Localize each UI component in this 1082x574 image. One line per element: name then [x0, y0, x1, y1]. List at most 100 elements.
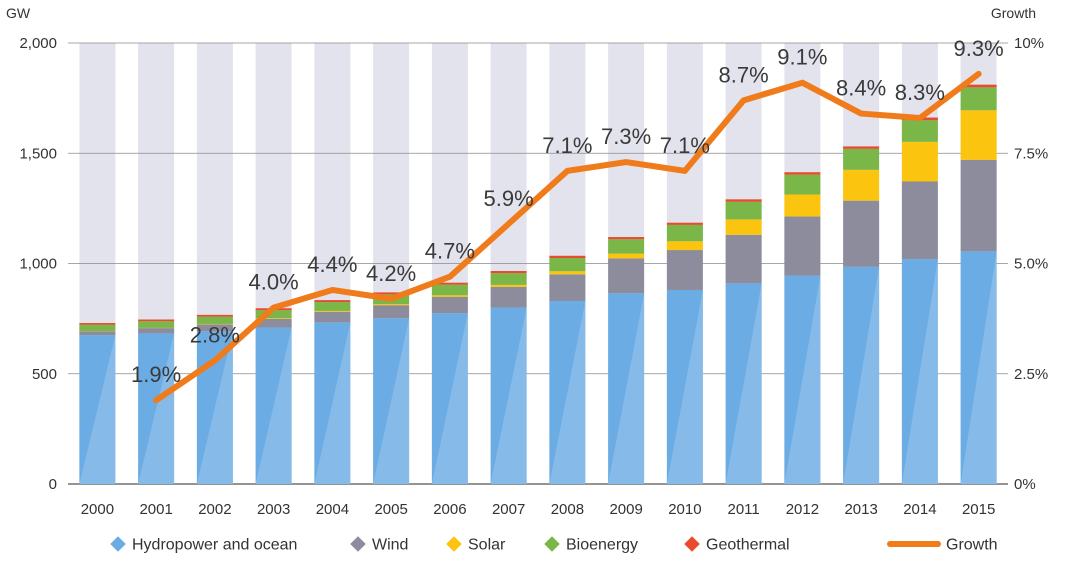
- bar-segment: [431, 313, 468, 484]
- growth-data-label: 8.4%: [836, 76, 886, 101]
- bar-segment: [784, 194, 821, 217]
- bar-segment: [960, 87, 997, 111]
- growth-point: [271, 305, 276, 310]
- bar-segment: [608, 239, 645, 254]
- left-tick-label: 1,500: [19, 145, 57, 162]
- legend-marker: [446, 536, 462, 552]
- growth-point: [859, 111, 864, 116]
- growth-data-label: 7.3%: [601, 124, 651, 149]
- bar-segment: [901, 120, 938, 142]
- bar-segment: [255, 310, 292, 319]
- left-tick-label: 500: [32, 366, 57, 383]
- legend-marker: [684, 536, 700, 552]
- bar-highlight: [960, 251, 997, 484]
- bar-segment: [431, 296, 468, 314]
- growth-data-label: 5.9%: [484, 186, 534, 211]
- bar-segment: [255, 318, 292, 328]
- bar-segment: [314, 302, 351, 311]
- bar-segment: [490, 307, 527, 484]
- bar-segment: [314, 300, 351, 303]
- x-tick-label: 2014: [903, 501, 936, 518]
- growth-point: [682, 168, 687, 173]
- bar-segment: [255, 318, 292, 319]
- bar-highlight: [255, 327, 292, 484]
- bar-segment: [608, 237, 645, 240]
- bar-segment: [901, 259, 938, 484]
- legend: Hydropower and ocean Wind Solar Bioenergy Ge…: [110, 536, 998, 554]
- bar-segment: [725, 234, 762, 284]
- bar-segment: [960, 110, 997, 160]
- bar-segment: [843, 169, 880, 201]
- bar-highlight: [549, 300, 586, 484]
- x-tick-label: 2008: [551, 501, 584, 518]
- x-tick-label: 2007: [492, 501, 525, 518]
- bar-segment: [784, 172, 821, 175]
- growth-point: [154, 398, 159, 403]
- bar-segment: [843, 146, 880, 149]
- bar-segment: [901, 181, 938, 260]
- x-tick-label: 2005: [374, 501, 407, 518]
- growth-data-label: 9.1%: [777, 45, 827, 70]
- bar-segment: [784, 216, 821, 276]
- bar-segment: [725, 201, 762, 220]
- bar-segment: [196, 314, 233, 317]
- bar-segment: [79, 331, 116, 336]
- bar-highlight: [901, 259, 938, 484]
- bar-segment: [490, 286, 527, 308]
- growth-point: [741, 98, 746, 103]
- bar-highlight: [666, 289, 703, 484]
- growth-data-label: 4.7%: [425, 239, 475, 264]
- bar-segment: [666, 250, 703, 290]
- bar-highlight: [843, 266, 880, 484]
- bar-segment: [79, 323, 116, 325]
- bar-highlight: [79, 335, 116, 484]
- bar-segment: [960, 251, 997, 484]
- bar-segment: [490, 270, 527, 274]
- growth-point: [330, 287, 335, 292]
- right-tick-label: 5.0%: [1014, 256, 1048, 273]
- x-tick-label: 2003: [257, 501, 290, 518]
- x-tick-label: 2004: [316, 501, 349, 518]
- growth-point: [506, 221, 511, 226]
- growth-point: [917, 115, 922, 120]
- growth-data-label: 4.0%: [249, 270, 299, 295]
- bar-segment: [784, 275, 821, 484]
- x-tick-label: 2009: [609, 501, 642, 518]
- bar-highlight: [608, 293, 645, 484]
- growth-data-label: 1.9%: [131, 362, 181, 387]
- bar-segment: [314, 311, 351, 323]
- bar-segment: [843, 148, 880, 170]
- bar-segment: [373, 304, 410, 306]
- bar-segment: [725, 283, 762, 484]
- bar-segment: [725, 219, 762, 235]
- growth-data-label: 9.3%: [954, 36, 1004, 61]
- bar-segment: [549, 255, 586, 258]
- bar-highlight: [373, 318, 410, 484]
- growth-point: [565, 168, 570, 173]
- growth-data-label: 2.8%: [190, 323, 240, 348]
- bar-segment: [196, 324, 233, 332]
- bar-segment: [138, 319, 175, 322]
- bar-segment: [725, 199, 762, 202]
- bar-segment: [608, 253, 645, 259]
- legend-label: Solar: [468, 537, 506, 554]
- x-tick-label: 2013: [844, 501, 877, 518]
- bar-segment: [373, 292, 410, 295]
- bar-highlight: [138, 333, 175, 484]
- bar-highlight: [725, 283, 762, 484]
- left-axis: 0 500 1,000 1,500 2,000: [19, 35, 57, 493]
- bar-highlight: [196, 331, 233, 484]
- bar-segment: [666, 241, 703, 251]
- bar-segment: [608, 258, 645, 294]
- x-tick-label: 2002: [198, 501, 231, 518]
- bar-segment: [373, 305, 410, 319]
- bar-segment: [490, 284, 527, 287]
- left-axis-unit: GW: [6, 5, 31, 21]
- right-tick-label: 10%: [1014, 35, 1044, 52]
- bar-segment: [138, 321, 175, 328]
- legend-label: Geothermal: [706, 537, 790, 554]
- stacked-bars: [79, 84, 997, 484]
- bar-segment: [314, 310, 351, 312]
- x-tick-label: 2010: [668, 501, 701, 518]
- bar-segment: [431, 282, 468, 285]
